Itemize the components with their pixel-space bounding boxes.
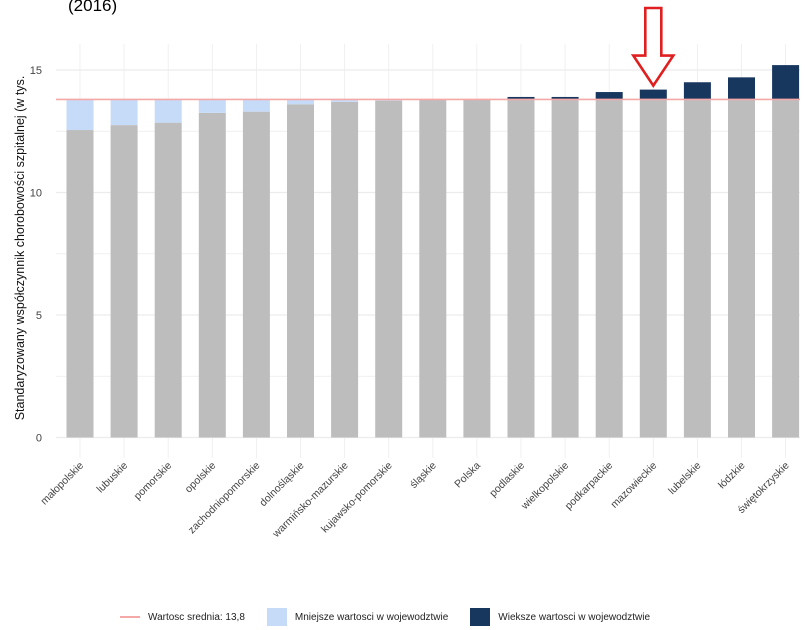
x-tick-label: pomorskie (132, 460, 175, 503)
bar-base (66, 130, 94, 438)
bar-chart: 0 5 10 15 małopolskie lubuskie pomorskie opols… (13, 6, 800, 541)
bar-below-mean (110, 99, 138, 126)
bar-base (595, 99, 623, 438)
legend-item-below: Mniejsze wartosci w wojewodztwie (266, 608, 449, 626)
x-tick-label: małopolskie (38, 460, 86, 508)
legend-label-below: Mniejsze wartosci w wojewodztwie (294, 611, 449, 623)
x-tick-label: opolskie (183, 460, 219, 496)
highlight-arrow-layer (630, 6, 676, 88)
bar-above-mean (772, 65, 800, 100)
bar-base (639, 99, 667, 438)
bar-base (551, 99, 579, 438)
legend-swatch-above (470, 608, 491, 626)
bar-below-mean (242, 99, 270, 112)
bar-above-mean (551, 96, 579, 100)
x-tick-label: śląskie (408, 460, 439, 491)
bar-base (728, 99, 755, 438)
bar-base (419, 99, 447, 438)
x-tick-label: lubelskie (666, 460, 703, 497)
y-tick-label: 0 (36, 433, 42, 445)
x-tick-label: podkarpackie (563, 460, 616, 513)
x-tick-label: lubuskie (94, 460, 130, 496)
y-axis-ticks: 0 5 10 15 (30, 65, 42, 445)
bar-base (287, 104, 314, 438)
bar-below-mean (287, 99, 314, 105)
bar-base (772, 99, 800, 438)
bar-above-mean (507, 96, 535, 100)
bar-above-mean (728, 77, 755, 100)
bar-base (375, 100, 403, 438)
x-tick-label: łódzkie (716, 460, 748, 492)
y-tick-label: 10 (30, 188, 42, 200)
bar-above-mean (639, 89, 667, 100)
legend-item-mean: Wartosc srednia: 13,8 (120, 612, 245, 623)
x-tick-label: warmińsko-mazurskie (270, 460, 351, 541)
bar-base (154, 122, 182, 438)
bar-above-mean (683, 82, 711, 100)
bar-base (507, 99, 535, 438)
bars (66, 65, 800, 438)
y-tick-label: 5 (36, 310, 42, 322)
x-axis-ticks: małopolskie lubuskie pomorskie opolskiezach… (38, 460, 791, 541)
bar-below-mean (331, 99, 359, 102)
highlight-arrow-icon (630, 6, 676, 88)
x-tick-label: podlaskie (487, 460, 527, 500)
bar-base (331, 101, 359, 438)
legend-label-above: Wieksze wartosci w wojewodztwie (498, 611, 651, 623)
bar-below-mean (154, 99, 182, 123)
y-axis-label: Standaryzowany współczynnik chorobowości… (13, 76, 27, 421)
legend-item-above: Wieksze wartosci w wojewodztwie (470, 608, 650, 626)
bar-base (110, 125, 138, 438)
bar-base (463, 99, 491, 438)
bar-base (683, 99, 711, 438)
y-tick-label: 15 (30, 65, 42, 77)
bar-below-mean (66, 99, 94, 131)
legend-swatch-below (266, 608, 287, 626)
bar-above-mean (595, 92, 623, 100)
legend: Wartosc srednia: 13,8 Mniejsze wartosci … (120, 608, 672, 626)
bar-below-mean (198, 99, 226, 113)
x-tick-label: Polska (452, 460, 483, 491)
bar-base (242, 111, 270, 438)
chart-title-fragment: (2016) (68, 0, 118, 15)
legend-label-mean: Wartosc srednia: 13,8 (148, 611, 245, 623)
legend-swatch-mean (120, 616, 140, 618)
bar-base (198, 112, 226, 438)
x-tick-label: mazowieckie (608, 460, 659, 511)
